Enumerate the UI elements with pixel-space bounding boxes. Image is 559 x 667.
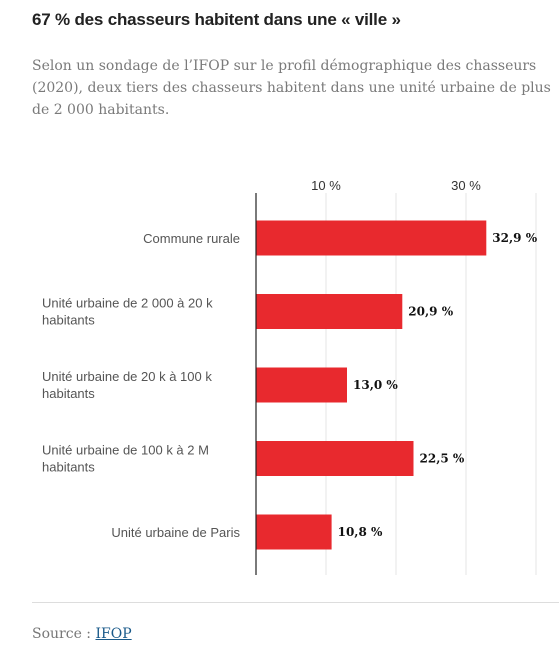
- category-label: Unité urbaine de 20 k à 100 k: [42, 369, 212, 384]
- category-label: habitants: [42, 313, 95, 328]
- value-label: 22,5 %: [420, 452, 465, 466]
- category-label: habitants: [42, 386, 95, 401]
- source-link[interactable]: IFOP: [95, 626, 132, 642]
- chart-title: 67 % des chasseurs habitent dans une « v…: [32, 10, 401, 29]
- value-label: 32,9 %: [492, 231, 537, 245]
- bar: [256, 441, 414, 476]
- bar: [256, 514, 332, 550]
- value-label: 10,8 %: [338, 525, 383, 539]
- bar: [256, 220, 487, 256]
- category-label: Commune rurale: [143, 231, 240, 246]
- category-label: Unité urbaine de Paris: [111, 525, 240, 540]
- bar-chart: 10 % 30 % 32,9 % Commune rurale 20,9 % Unité …: [42, 178, 538, 575]
- bar: [256, 294, 403, 329]
- x-tick-label: 10 %: [311, 178, 341, 193]
- source-prefix: Source :: [32, 626, 96, 642]
- x-tick-label: 30 %: [451, 178, 481, 193]
- value-label: 13,0 %: [353, 378, 398, 392]
- source-line: Source : IFOP: [32, 626, 132, 642]
- divider: [32, 602, 559, 603]
- chart-subtitle: Selon un sondage de l’IFOP sur le profil…: [32, 58, 551, 118]
- category-label: Unité urbaine de 2 000 à 20 k: [42, 296, 213, 311]
- category-label: habitants: [42, 460, 95, 475]
- bar: [256, 367, 347, 403]
- value-label: 20,9 %: [408, 305, 453, 319]
- category-label: Unité urbaine de 100 k à 2 M: [42, 443, 209, 458]
